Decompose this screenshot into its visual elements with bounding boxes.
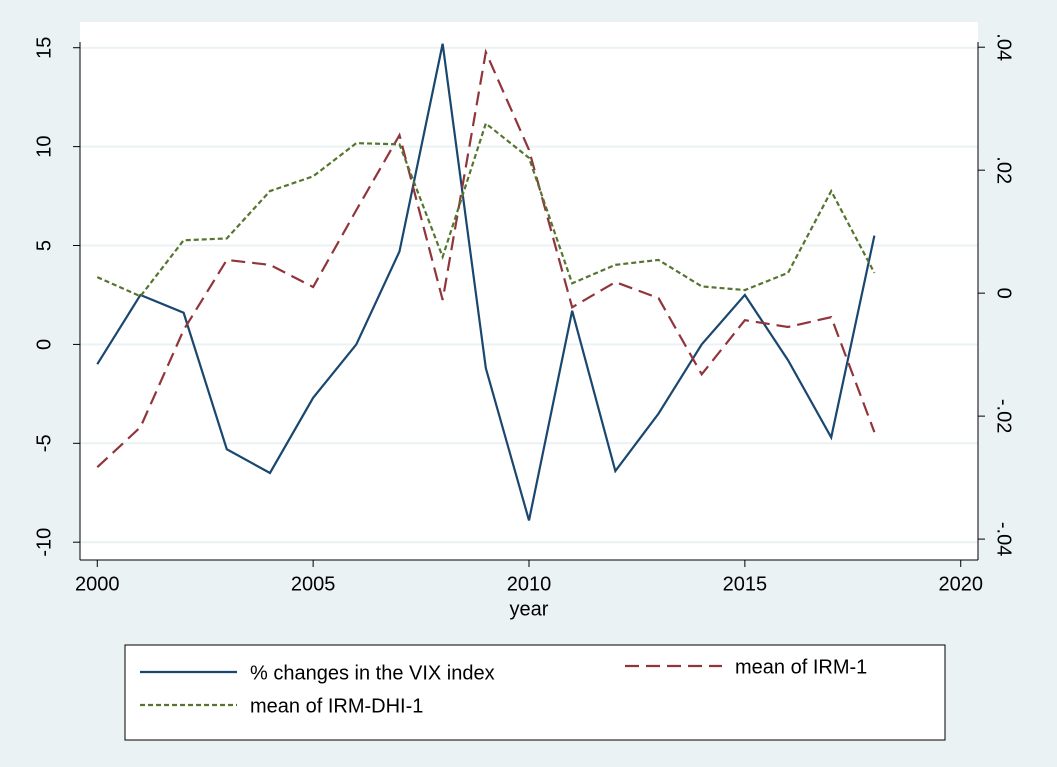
x-tick-label: 2020	[938, 573, 983, 595]
x-tick-label: 2000	[75, 573, 120, 595]
y-tick-label: 0	[33, 339, 55, 350]
series-line	[96, 121, 876, 298]
series-line	[96, 48, 876, 468]
y-tick-label: -10	[33, 528, 55, 557]
y2-tick-label: 0	[993, 288, 1015, 299]
y2-tick-label: -.04	[993, 522, 1015, 556]
x-axis-label: year	[510, 598, 549, 620]
plot-area	[80, 22, 978, 560]
legend-label: % changes in the VIX index	[250, 662, 495, 684]
y-tick-label: -5	[33, 434, 55, 452]
y2-tick-label: .02	[993, 156, 1015, 184]
y2-tick-label: -.02	[993, 399, 1015, 433]
y2-tick-label: .04	[993, 33, 1015, 61]
legend	[124, 644, 946, 741]
y-tick-label: 15	[33, 37, 55, 59]
y-tick-label: 5	[33, 240, 55, 251]
x-tick-label: 2010	[507, 573, 552, 595]
legend-label: mean of IRM-1	[735, 656, 867, 678]
legend-label: mean of IRM-DHI-1	[250, 695, 423, 717]
series-line	[96, 43, 876, 521]
x-tick-label: 2015	[723, 573, 768, 595]
y-tick-label: 10	[33, 135, 55, 157]
x-tick-label: 2005	[291, 573, 336, 595]
